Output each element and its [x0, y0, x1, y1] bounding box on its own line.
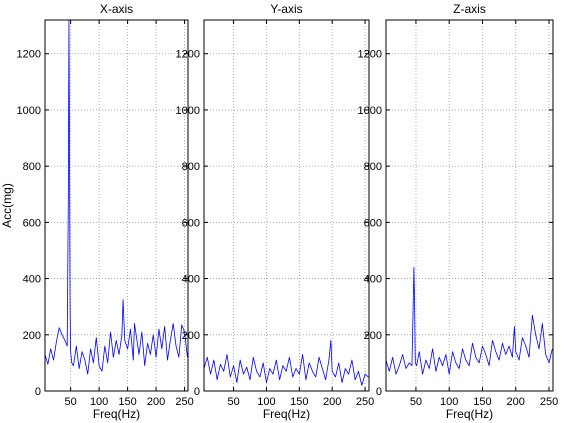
x-tick-label: 200 [147, 396, 165, 408]
x-tick-label: 50 [65, 396, 77, 408]
y-tick-label: 200 [182, 330, 200, 342]
x-axis-label: Freq(Hz) [263, 407, 310, 421]
y-tick-label: 1000 [17, 105, 41, 117]
y-tick-label: 600 [23, 217, 41, 229]
x-tick-label: 200 [323, 396, 341, 408]
y-tick-label: 800 [364, 161, 382, 173]
x-tick-label: 100 [257, 396, 275, 408]
x-tick-label: 50 [410, 396, 422, 408]
panel-title: Y-axis [270, 2, 302, 16]
x-tick-label: 250 [356, 396, 374, 408]
y-tick-label: 1200 [176, 49, 200, 61]
x-axis-label: Freq(Hz) [446, 407, 493, 421]
x-tick-label: 100 [90, 396, 108, 408]
series-line [385, 266, 553, 375]
x-tick-label: 150 [290, 396, 308, 408]
y-tick-label: 200 [23, 330, 41, 342]
axes-frame [385, 19, 554, 392]
y-tick-label: 0 [35, 386, 41, 398]
y-tick-label: 400 [364, 274, 382, 286]
x-tick-label: 250 [175, 396, 193, 408]
plot-area [204, 20, 369, 391]
subplot-2: 50 100 150 200 250020040060080010001200Y-axi… [176, 2, 375, 421]
x-tick-label: 150 [473, 396, 491, 408]
x-tick-label: 100 [440, 396, 458, 408]
y-tick-label: 600 [364, 217, 382, 229]
y-tick-label: 1000 [176, 105, 200, 117]
subplot-3: 50 100 150 200 250020040060080010001200Z-axi… [358, 2, 559, 421]
y-tick-label: 400 [182, 274, 200, 286]
y-tick-label: 1200 [358, 49, 382, 61]
series-line [44, 19, 188, 375]
x-tick-label: 250 [540, 396, 558, 408]
y-tick-label: 800 [182, 161, 200, 173]
y-tick-label: 600 [182, 217, 200, 229]
y-axis-label: Acc(mg) [0, 183, 14, 228]
axes-frame [203, 19, 370, 392]
y-tick-label: 0 [194, 386, 200, 398]
x-tick-label: 200 [507, 396, 525, 408]
axes-frame [44, 19, 189, 392]
x-tick-label: 150 [118, 396, 136, 408]
panel-title: Z-axis [453, 2, 486, 16]
subplot-1: 50 100 150 200 250 0 200 400 600 800 1000 1200 X-axi… [0, 2, 194, 421]
x-tick-label: 50 [227, 396, 239, 408]
y-tick-label: 400 [23, 274, 41, 286]
plot-area [45, 20, 188, 391]
x-axis-label: Freq(Hz) [93, 407, 140, 421]
panel-title: X-axis [100, 2, 133, 16]
y-tick-label: 200 [364, 330, 382, 342]
y-tick-label: 800 [23, 161, 41, 173]
y-tick-label: 1200 [17, 49, 41, 61]
plot-area [386, 20, 553, 391]
y-tick-label: 0 [376, 386, 382, 398]
series-line [203, 340, 369, 386]
y-tick-label: 1000 [358, 105, 382, 117]
